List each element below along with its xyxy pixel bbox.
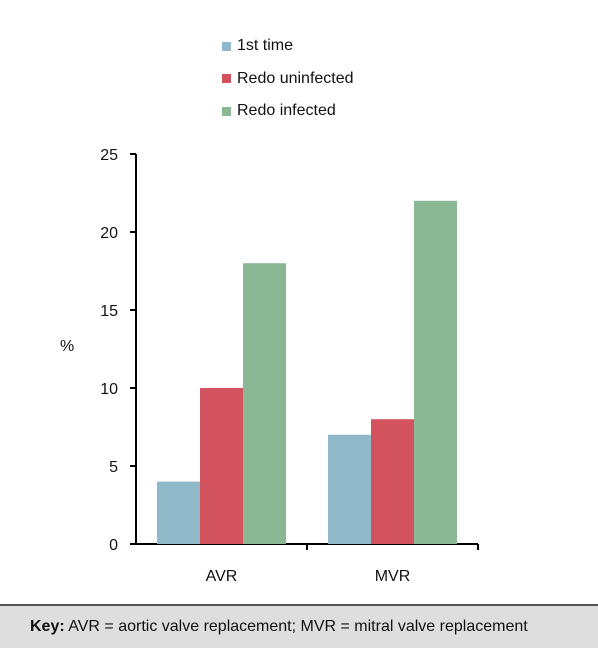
x-tick-label-avr: AVR xyxy=(206,568,238,585)
bar-avr-redo-uninfected xyxy=(200,388,243,544)
y-tick-label-25: 25 xyxy=(100,147,118,164)
bar-mvr-redo-infected xyxy=(414,200,457,545)
y-axis-label: % xyxy=(60,338,75,355)
legend-label-redo-infected: Redo infected xyxy=(237,102,336,120)
y-tick-label-20: 20 xyxy=(100,225,118,242)
y-tick-label-5: 5 xyxy=(109,459,118,476)
bar-avr-1st-time xyxy=(157,481,200,544)
legend-label-redo-uninfected: Redo uninfected xyxy=(237,69,354,87)
y-tick-label-0: 0 xyxy=(109,537,118,554)
y-tick-label-10: 10 xyxy=(100,381,118,398)
bar-chart: 0 5 10 15 20 25 AVR MVR xyxy=(100,147,479,585)
y-tick-label-15: 15 xyxy=(100,303,118,320)
legend-swatch-1st-time xyxy=(222,41,231,51)
legend-swatch-redo-uninfected xyxy=(222,74,231,84)
legend-item-redo-uninfected: Redo uninfected xyxy=(222,63,354,96)
key-text: AVR = aortic valve replacement; MVR = mi… xyxy=(64,618,528,635)
x-tick-label-mvr: MVR xyxy=(375,568,411,585)
legend-label-1st-time: 1st time xyxy=(237,37,294,55)
legend-swatch-redo-infected xyxy=(222,106,231,116)
bar-mvr-1st-time xyxy=(328,434,371,544)
bar-avr-redo-infected xyxy=(243,263,286,544)
key-footer: Key: AVR = aortic valve replacement; MVR… xyxy=(0,604,598,648)
legend-item-1st-time: 1st time xyxy=(222,30,354,63)
legend: 1st time Redo uninfected Redo infected xyxy=(222,30,354,128)
legend-item-redo-infected: Redo infected xyxy=(222,95,354,128)
key-label: Key: xyxy=(30,618,65,635)
bar-mvr-redo-uninfected xyxy=(371,419,414,544)
